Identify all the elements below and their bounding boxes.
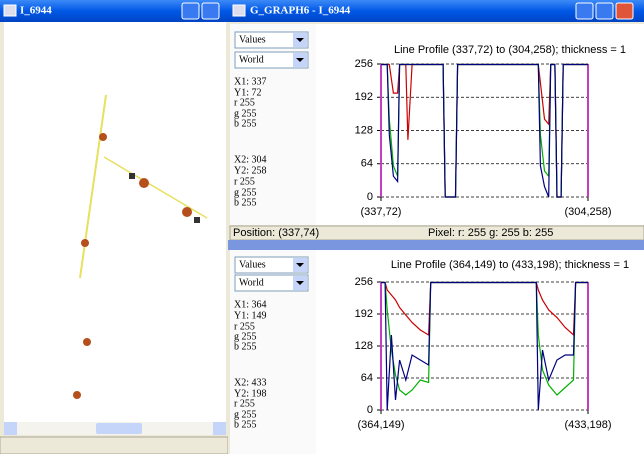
- info-line: X2: 433: [234, 377, 267, 388]
- info-line: b 255: [234, 118, 257, 129]
- scroll-right[interactable]: [213, 422, 226, 435]
- image-canvas: [4, 22, 226, 422]
- spot: [99, 133, 107, 141]
- window-icon: [4, 5, 16, 16]
- x-tick-label: (337,72): [361, 206, 402, 218]
- y-tick-label: 192: [355, 308, 373, 320]
- info-line: X2: 304: [234, 154, 267, 165]
- info-line: r 255: [234, 97, 255, 108]
- spot: [83, 338, 91, 346]
- dropdown-label: World: [239, 54, 264, 65]
- maximize-button[interactable]: [596, 3, 613, 19]
- endpoint-handle[interactable]: [194, 217, 200, 223]
- spot: [139, 178, 149, 188]
- minimize-button[interactable]: [182, 3, 199, 19]
- scroll-thumb[interactable]: [96, 423, 142, 434]
- info-line: b 255: [234, 197, 257, 208]
- scroll-left[interactable]: [4, 422, 17, 435]
- hidden-title-bar: [228, 240, 644, 250]
- screen: I_6944 G_GRAPH6 - I_6944 Position: [0, 0, 644, 454]
- minimize-button[interactable]: [576, 3, 593, 19]
- window-title: G_GRAPH6 - I_6944: [250, 5, 351, 17]
- x-tick-label: (433,198): [564, 419, 611, 431]
- spot: [182, 207, 192, 217]
- info-line: Y1: 149: [234, 310, 267, 321]
- info-line: Y2: 258: [234, 165, 267, 176]
- info-line: r 255: [234, 176, 255, 187]
- y-tick-label: 128: [355, 124, 373, 136]
- y-tick-label: 256: [355, 58, 373, 70]
- window-icon: [233, 5, 245, 16]
- y-tick-label: 0: [367, 404, 373, 416]
- image-window: I_6944: [0, 0, 228, 454]
- chart-title: Line Profile (337,72) to (304,258); thic…: [394, 44, 626, 56]
- close-button[interactable]: [616, 3, 633, 19]
- window-title: I_6944: [20, 5, 52, 17]
- endpoint-handle[interactable]: [129, 173, 135, 179]
- x-tick-label: (304,258): [564, 206, 611, 218]
- info-line: r 255: [234, 398, 255, 409]
- info-line: b 255: [234, 419, 257, 430]
- spot: [81, 239, 89, 247]
- status-position: Position: (337,74): [233, 227, 319, 239]
- y-tick-label: 0: [367, 191, 373, 203]
- status-bar: [0, 437, 228, 454]
- dropdown-label: Values: [239, 34, 266, 45]
- y-tick-label: 128: [355, 340, 373, 352]
- dropdown-label: World: [239, 277, 264, 288]
- status-pixel: Pixel: r: 255 g: 255 b: 255: [428, 227, 553, 239]
- spot: [73, 391, 81, 399]
- info-line: b 255: [234, 341, 257, 352]
- y-tick-label: 256: [355, 276, 373, 288]
- chart-title: Line Profile (364,149) to (433,198); thi…: [391, 259, 629, 271]
- info-line: X1: 337: [234, 76, 267, 87]
- x-tick-label: (364,149): [357, 419, 404, 431]
- maximize-button[interactable]: [202, 3, 219, 19]
- dropdown-label: Values: [239, 259, 266, 270]
- y-tick-label: 64: [361, 158, 373, 170]
- y-tick-label: 64: [361, 372, 373, 384]
- info-line: X1: 364: [234, 299, 267, 310]
- y-tick-label: 192: [355, 91, 373, 103]
